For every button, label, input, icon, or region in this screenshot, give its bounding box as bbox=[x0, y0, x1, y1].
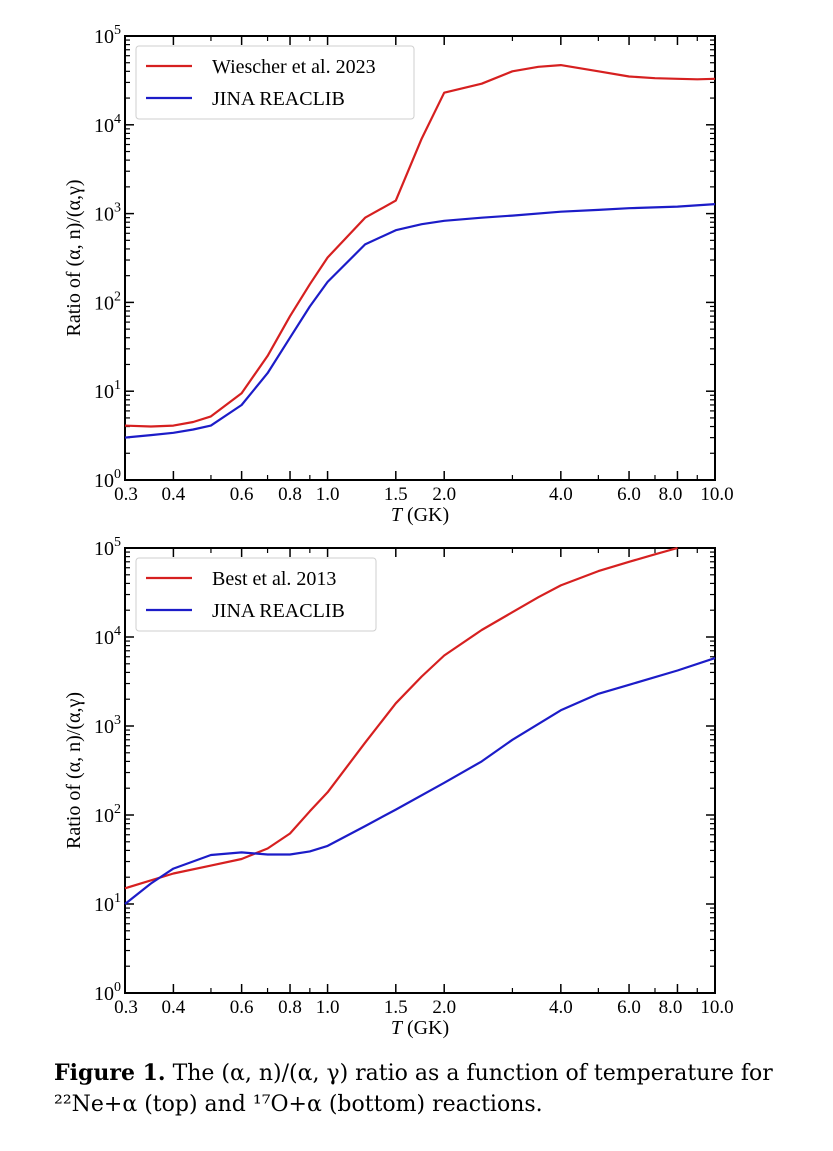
x-tick-label: 1.0 bbox=[316, 997, 340, 1018]
legend: Best et al. 2013 JINA REACLIB bbox=[135, 557, 377, 632]
x-axis-label: T (GK) bbox=[391, 1017, 449, 1039]
x-tick-label: 0.3 bbox=[114, 997, 138, 1018]
x-tick-label: 10.0 bbox=[700, 484, 733, 505]
x-tick-label: 0.4 bbox=[162, 997, 186, 1018]
x-tick-label: 8.0 bbox=[659, 997, 683, 1018]
x-tick-label: 6.0 bbox=[617, 484, 641, 505]
caption-text: The (α, n)/(α, γ) ratio as a function of… bbox=[54, 1061, 773, 1117]
x-tick-label: 0.3 bbox=[114, 484, 138, 505]
x-axis-label: T (GK) bbox=[391, 504, 449, 526]
x-tick-label: 1.0 bbox=[316, 484, 340, 505]
y-tick-label: 101 bbox=[94, 378, 121, 403]
y-tick-label: 103 bbox=[94, 713, 121, 738]
x-tick-label: 0.8 bbox=[278, 997, 302, 1018]
series-line-2 bbox=[124, 657, 716, 905]
legend: Wiescher et al. 2023 JINA REACLIB bbox=[135, 45, 415, 120]
x-tick-label: 2.0 bbox=[432, 484, 456, 505]
y-tick-label: 102 bbox=[94, 289, 121, 314]
y-tick-label: 104 bbox=[94, 624, 121, 649]
x-tick-label: 1.5 bbox=[384, 484, 408, 505]
y-axis-label: Ratio of (α, n)/(α,γ) bbox=[63, 692, 85, 849]
figure-caption: Figure 1. The (α, n)/(α, γ) ratio as a f… bbox=[54, 1058, 794, 1120]
legend-label-2: JINA REACLIB bbox=[212, 88, 345, 110]
x-tick-label: 0.8 bbox=[278, 484, 302, 505]
y-tick-label: 100 bbox=[94, 467, 121, 492]
series-line-2 bbox=[124, 203, 716, 439]
x-tick-label: 4.0 bbox=[549, 484, 573, 505]
legend-box bbox=[135, 45, 415, 120]
chart-panel-2: 100 101 102 103 104 105 0.3 0.4 0.6 0.8 1.0 1.5 2.0 4… bbox=[63, 535, 734, 1039]
legend-box bbox=[135, 557, 377, 632]
x-tick-label: 10.0 bbox=[700, 997, 733, 1018]
plot-frame bbox=[124, 547, 716, 994]
x-tick-label: 1.5 bbox=[384, 997, 408, 1018]
y-tick-label: 104 bbox=[94, 112, 121, 137]
legend-label-2: JINA REACLIB bbox=[212, 600, 345, 622]
x-tick-label: 6.0 bbox=[617, 997, 641, 1018]
x-tick-label: 2.0 bbox=[432, 997, 456, 1018]
x-tick-label: 0.4 bbox=[162, 484, 186, 505]
legend-label-1: Best et al. 2013 bbox=[212, 568, 336, 590]
series-line-1 bbox=[124, 546, 678, 890]
chart-panel-1: 100 101 102 103 104 105 0.3 0.4 0.6 0.8 1.0 1.5 2.0 4… bbox=[63, 23, 734, 526]
y-tick-label: 103 bbox=[94, 201, 121, 226]
legend-label-1: Wiescher et al. 2023 bbox=[212, 56, 376, 78]
x-tick-label: 4.0 bbox=[549, 997, 573, 1018]
y-tick-label: 101 bbox=[94, 891, 121, 916]
caption-lead: Figure 1. bbox=[54, 1060, 166, 1086]
y-axis-label: Ratio of (α, n)/(α,γ) bbox=[63, 180, 85, 337]
x-tick-label: 0.6 bbox=[230, 997, 254, 1018]
y-tick-label: 105 bbox=[94, 535, 121, 560]
y-tick-label: 100 bbox=[94, 980, 121, 1005]
series-line-1 bbox=[124, 63, 716, 428]
x-tick-label: 0.6 bbox=[230, 484, 254, 505]
y-tick-label: 102 bbox=[94, 802, 121, 827]
plot-frame bbox=[124, 35, 716, 481]
y-tick-label: 105 bbox=[94, 23, 121, 48]
x-tick-label: 8.0 bbox=[659, 484, 683, 505]
